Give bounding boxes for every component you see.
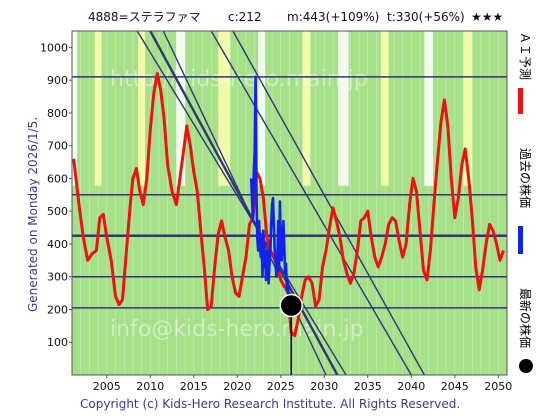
y-tick-label: 100 — [47, 336, 68, 349]
x-tick-label: 2040 — [397, 380, 425, 393]
background-band — [338, 31, 349, 186]
y-tick-label: 900 — [47, 74, 68, 87]
legend-past-swatch — [518, 226, 523, 254]
rating-stars: ★★★ — [471, 10, 503, 24]
y-tick-label: 600 — [47, 172, 68, 185]
trend-line — [136, 31, 347, 375]
legend-ai-label: ＡＩ予測 — [518, 32, 532, 80]
trend-line — [232, 31, 425, 375]
legend-latest-marker — [519, 359, 533, 373]
copyright-notice: Copyright (c) Kids-Hero Research Institu… — [80, 397, 460, 411]
trend-line — [210, 31, 412, 375]
x-tick-label: 2050 — [484, 380, 512, 393]
y-tick-label: 500 — [47, 205, 68, 218]
series-past — [249, 75, 292, 306]
y-tick-label: 700 — [47, 140, 68, 153]
series-ai — [72, 72, 505, 338]
background-band — [380, 31, 389, 186]
ticker-name: 4888=ステラファマ — [88, 10, 201, 24]
latest-layer — [279, 293, 303, 375]
y-axis: 100 200 300 400 500 600 700 800 900 1000 — [40, 41, 72, 349]
watermark-email: info@kids-hero.main.jp — [110, 317, 364, 342]
x-tick-label: 2020 — [223, 380, 251, 393]
current-price: c:212 — [228, 10, 262, 24]
y-tick-label: 800 — [47, 107, 68, 120]
y-tick-label: 1000 — [40, 41, 68, 54]
plot-frame — [71, 30, 508, 376]
legend-latest-label: 最新の株価 — [518, 288, 533, 348]
generated-date-label: Generated on Monday 2026/1/5. — [26, 117, 40, 312]
latest-point — [279, 293, 303, 318]
background-band — [463, 31, 473, 186]
background-band — [176, 31, 186, 186]
x-tick-label: 2010 — [136, 380, 164, 393]
background-band — [218, 31, 231, 186]
y-tick-label: 400 — [47, 238, 68, 251]
x-tick-label: 2025 — [267, 380, 295, 393]
x-tick-label: 2045 — [441, 380, 469, 393]
x-tick-label: 2015 — [180, 380, 208, 393]
x-tick-label: 2005 — [93, 380, 121, 393]
y-tick-label: 200 — [47, 303, 68, 316]
y-tick-label: 300 — [47, 271, 68, 284]
series-layer — [72, 72, 505, 338]
target-forecast: t:330(+56%) — [387, 10, 465, 24]
background-band — [258, 31, 266, 186]
x-axis: 2005 2010 2015 2020 2025 2030 2035 2040 2045 2050 — [93, 375, 512, 393]
trend-lines — [136, 31, 425, 375]
background-band — [72, 31, 78, 186]
mid-forecast: m:443(+109%) — [287, 10, 379, 24]
legend-past-label: 過去の株価 — [518, 148, 533, 208]
x-tick-label: 2035 — [354, 380, 382, 393]
trend-line — [149, 31, 339, 375]
legend: ＡＩ予測 過去の株価 最新の株価 — [518, 32, 533, 373]
legend-ai-swatch — [518, 88, 523, 114]
x-tick-label: 2030 — [310, 380, 338, 393]
background-band — [302, 31, 311, 186]
